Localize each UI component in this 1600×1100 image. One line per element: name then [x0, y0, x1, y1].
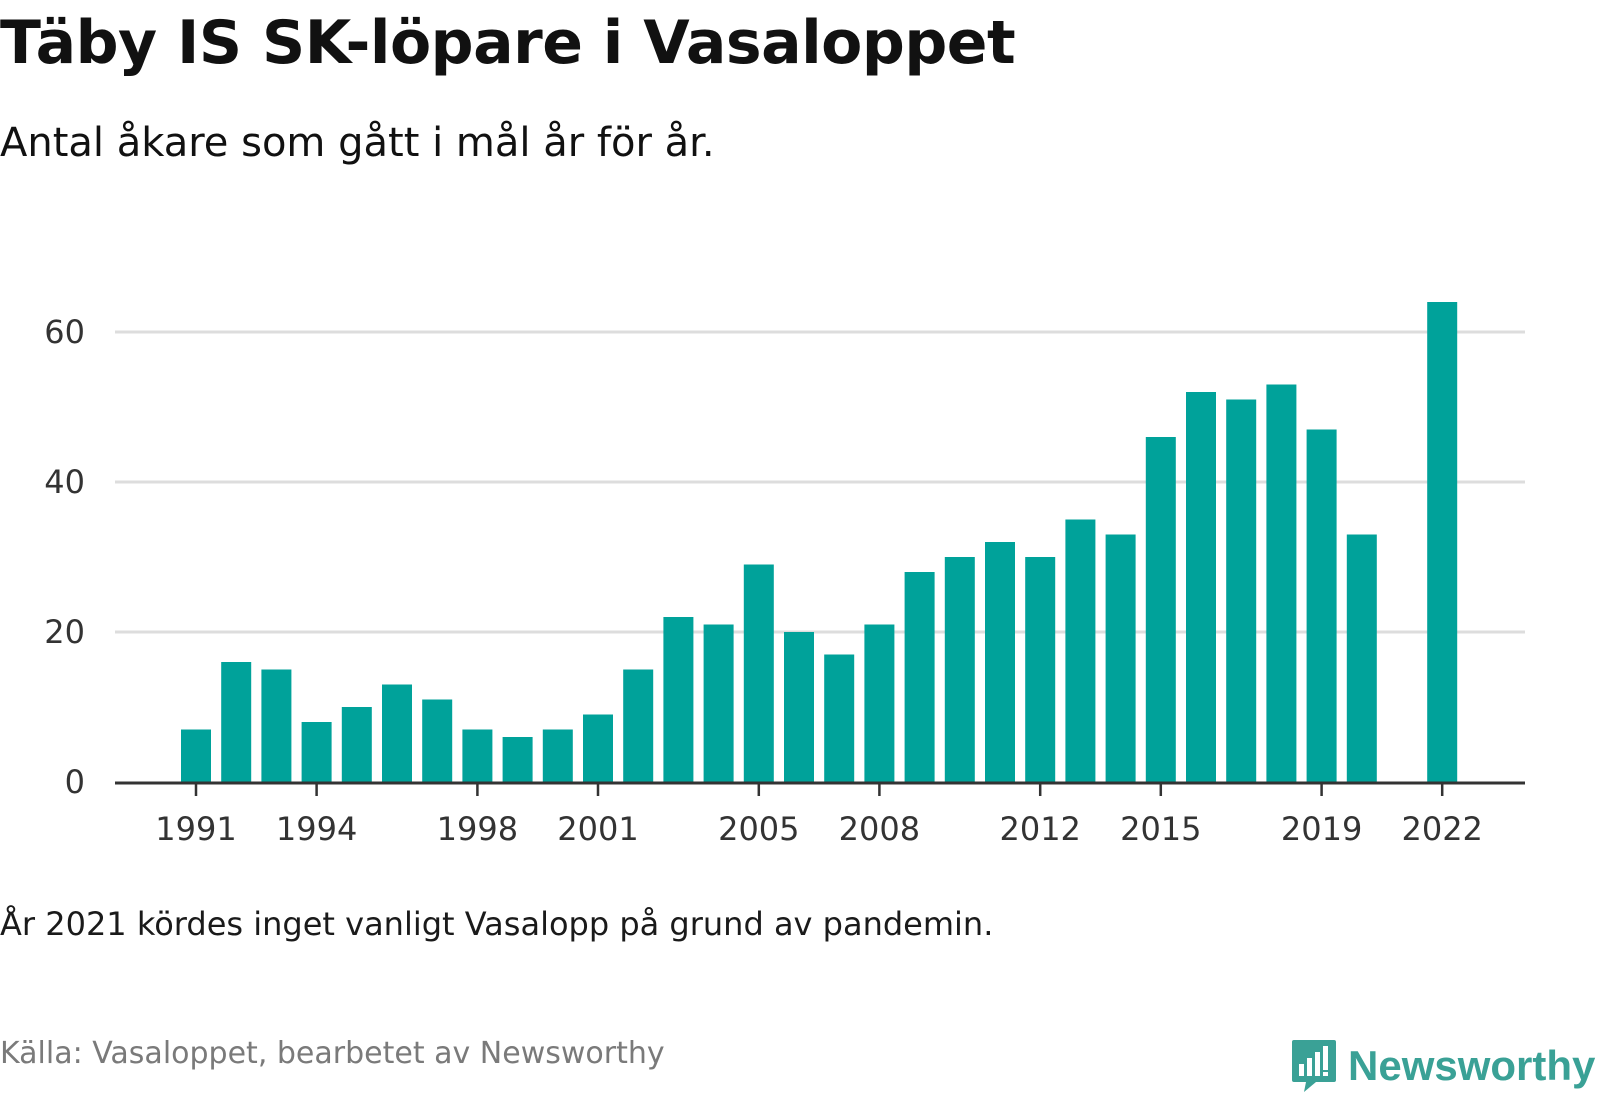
bar — [1065, 519, 1096, 782]
bar — [703, 624, 734, 782]
bar — [623, 669, 654, 782]
x-tick-label: 2022 — [1401, 810, 1482, 848]
bar — [985, 542, 1015, 782]
newsworthy-logo-text: Newsworthy — [1348, 1042, 1596, 1089]
bar — [542, 729, 573, 782]
bar — [824, 654, 855, 782]
chart-subtitle: Antal åkare som gått i mål år för år. — [0, 120, 715, 166]
source-credit: Källa: Vasaloppet, bearbetet av Newswort… — [0, 1036, 665, 1071]
bar — [904, 572, 935, 782]
chart-title: Täby IS SK-löpare i Vasaloppet — [0, 8, 1016, 78]
y-tick-label: 40 — [44, 463, 85, 501]
x-tick-label: 2005 — [718, 810, 799, 848]
axes: 0 20 40 60 1991 1994 1998 2001 2005 2008 2012 2015 2… — [44, 313, 1525, 848]
bar — [1427, 302, 1458, 782]
newsworthy-logo-icon — [1292, 1040, 1336, 1092]
bar — [1266, 384, 1297, 782]
bar — [382, 684, 412, 782]
bars — [181, 302, 1458, 782]
bar — [784, 632, 814, 782]
bar — [663, 617, 694, 782]
bar — [301, 722, 332, 782]
bar — [1226, 399, 1257, 782]
bar — [181, 729, 211, 782]
y-tick-label: 0 — [65, 763, 85, 801]
bar — [422, 699, 453, 782]
bar — [341, 707, 372, 782]
x-tick-label: 2015 — [1120, 810, 1201, 848]
x-tick-label: 2019 — [1281, 810, 1362, 848]
bar-chart: 0 20 40 60 1991 1994 1998 2001 2005 2008 2012 2015 2… — [44, 302, 1525, 848]
x-tick-label: 1998 — [437, 810, 518, 848]
x-tick-label: 2012 — [999, 810, 1080, 848]
bar — [1025, 557, 1056, 782]
bar — [462, 729, 493, 782]
x-tick-label: 1991 — [155, 810, 236, 848]
bar — [502, 737, 533, 782]
bar — [944, 557, 975, 782]
bar — [1145, 437, 1176, 782]
bar — [221, 662, 252, 782]
bar — [1346, 534, 1377, 782]
bar — [1306, 429, 1337, 782]
x-tick-label: 2008 — [839, 810, 920, 848]
bar — [1186, 392, 1216, 782]
bar — [261, 669, 292, 782]
chart-note: År 2021 kördes inget vanligt Vasalopp på… — [0, 905, 994, 943]
bar — [583, 714, 613, 782]
bar — [743, 564, 774, 782]
x-tick-label: 2001 — [557, 810, 638, 848]
bar — [1105, 534, 1136, 782]
bar — [864, 624, 895, 782]
y-tick-label: 20 — [44, 613, 85, 651]
x-tick-label: 1994 — [276, 810, 357, 848]
y-tick-label: 60 — [44, 313, 85, 351]
newsworthy-logo: Newsworthy — [1290, 1038, 1595, 1094]
